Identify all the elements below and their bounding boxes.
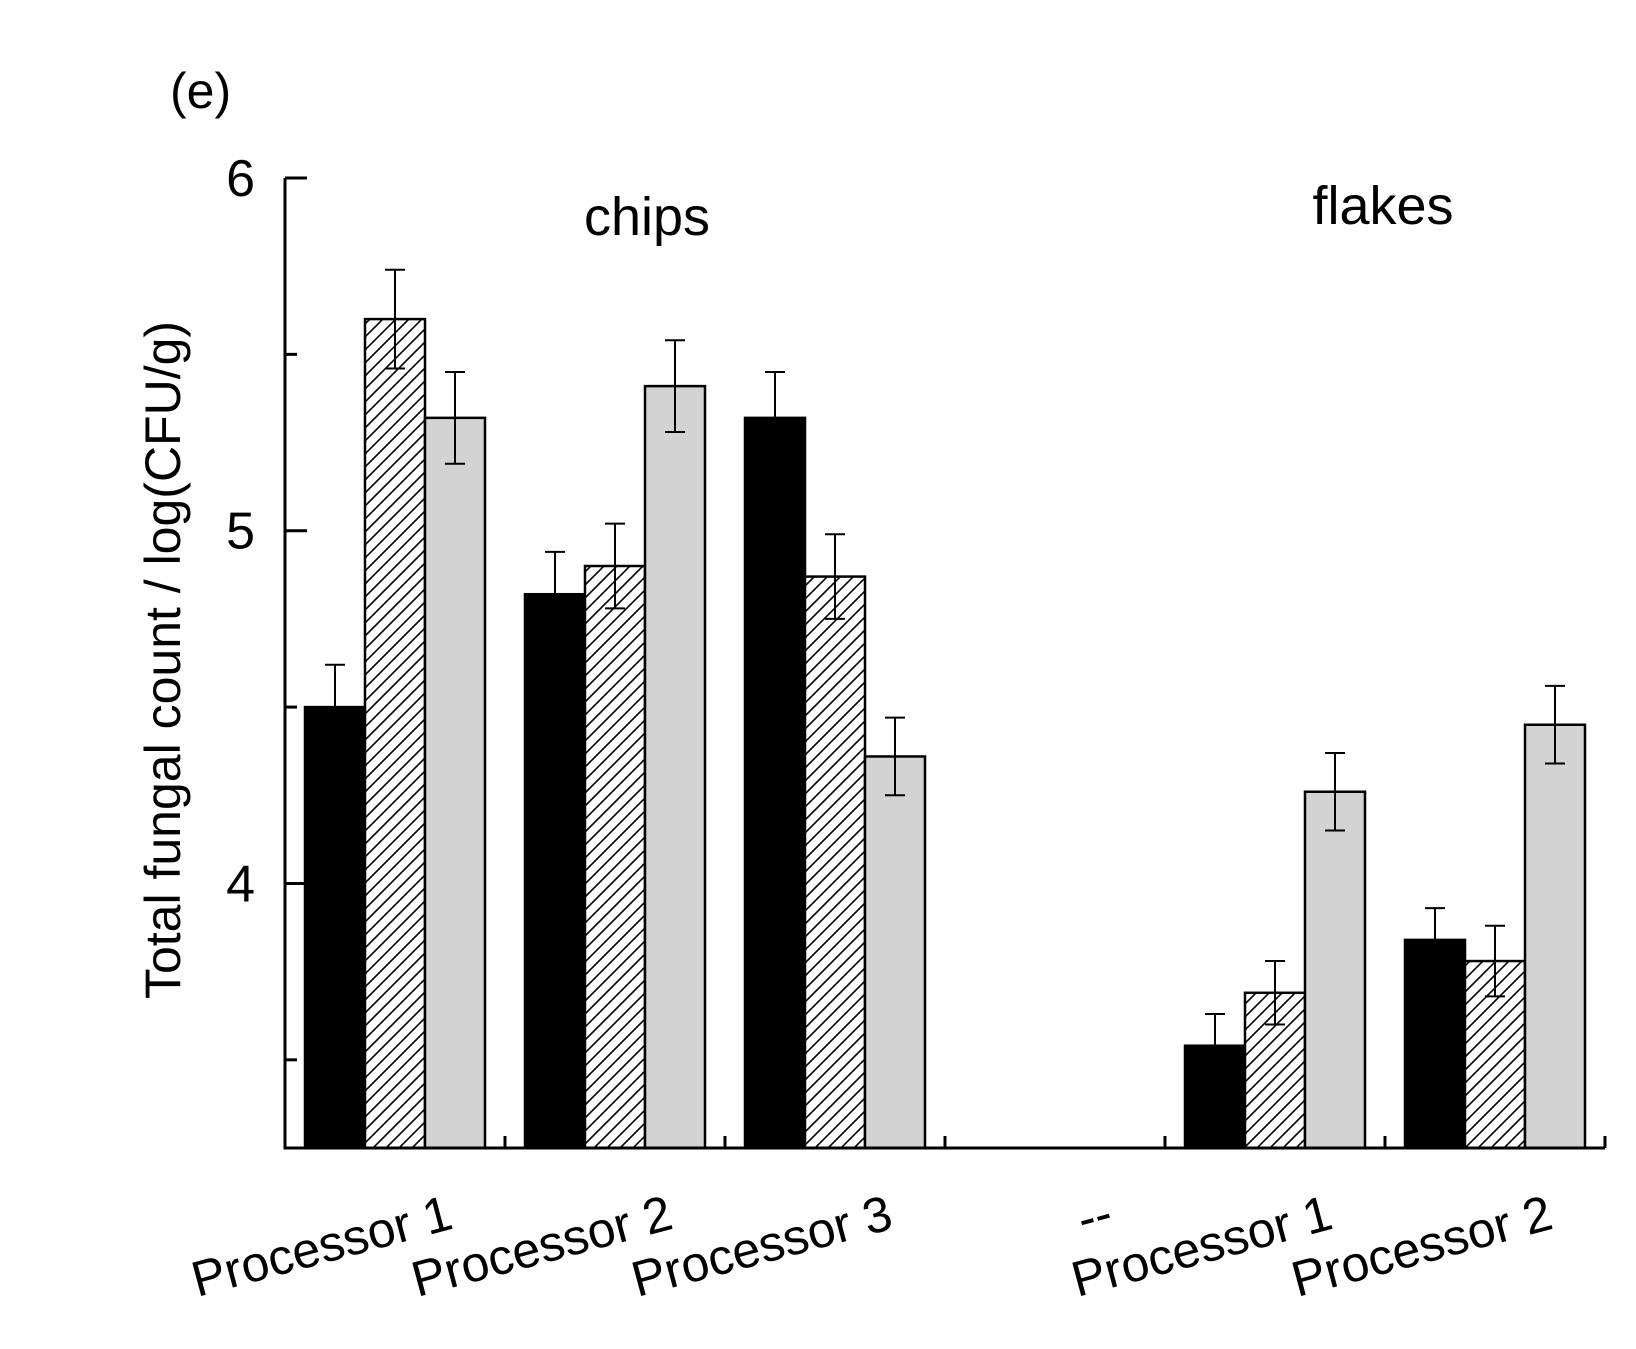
- panel-label: (e): [170, 63, 231, 119]
- bar: [303, 705, 367, 1150]
- error-bars-layer: [325, 268, 1565, 1079]
- bar: [423, 416, 487, 1150]
- x-ticks-layer: [503, 1136, 1607, 1148]
- bar: [1303, 790, 1367, 1150]
- bar: [863, 755, 927, 1150]
- y-tick-label: 5: [226, 503, 255, 561]
- group-label-chips: chips: [584, 187, 710, 247]
- bar: [583, 564, 647, 1150]
- group-label-flakes: flakes: [1312, 176, 1453, 236]
- bar: [363, 317, 427, 1150]
- bar: [743, 416, 807, 1150]
- x-tick-label-empty: --: [1071, 1185, 1118, 1248]
- bar: [803, 575, 867, 1150]
- y-tick-label: 4: [226, 855, 255, 913]
- bar: [1523, 723, 1587, 1150]
- y-ticks-layer: 4 5 6: [226, 150, 307, 1062]
- bar: [523, 592, 587, 1150]
- y-tick-label: 6: [226, 150, 255, 208]
- bars-layer: [303, 317, 1587, 1150]
- bar: [643, 384, 707, 1150]
- y-axis-label: Total fungal count / log(CFU/g): [135, 321, 191, 999]
